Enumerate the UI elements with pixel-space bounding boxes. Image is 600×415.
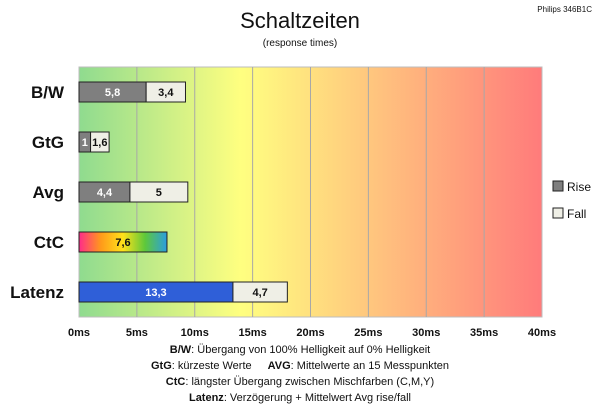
bar-fall-label: 4,7: [253, 287, 268, 299]
legend-swatch-fall: [552, 207, 564, 219]
note-latenz-key: Latenz: [189, 392, 224, 404]
x-tick-label: 10ms: [181, 327, 209, 339]
x-tick-label: 40ms: [528, 327, 556, 339]
note-gtg-text: : kürzeste Werte: [172, 360, 252, 372]
bar-rise-label: 4,4: [97, 187, 113, 199]
legend-swatch-rise: [552, 180, 564, 192]
x-tick-label: 35ms: [470, 327, 498, 339]
note-bw-key: B/W: [170, 344, 192, 356]
x-tick-label: 30ms: [412, 327, 440, 339]
bars: 5,8 3,4 1 1,6 4,4 5 7,6 13,3 4,7: [78, 81, 288, 303]
notes: B/W: Übergang von 100% Helligkeit auf 0%…: [151, 344, 449, 404]
x-tick-label: 5ms: [126, 327, 148, 339]
note-bw-text: : Übergang von 100% Helligkeit auf 0% He…: [191, 344, 430, 356]
bar-fall-label: 3,4: [158, 87, 174, 99]
note-bw: B/W: Übergang von 100% Helligkeit auf 0%…: [170, 344, 430, 356]
bar-fall: [145, 81, 186, 103]
bar-rise: [78, 231, 168, 253]
x-axis-tick-labels: 0ms 5ms 10ms 15ms 20ms 25ms 30ms 35ms 40ms: [68, 327, 556, 339]
bar-fall: [129, 181, 189, 203]
category-label: B/W: [31, 83, 65, 102]
x-tick-label: 0ms: [68, 327, 90, 339]
bar-rise-label: 7,6: [115, 237, 130, 249]
category-label: GtG: [32, 133, 64, 152]
note-ctc-text: : längster Übergang zwischen Mischfarben…: [185, 376, 434, 388]
legend-label-fall: Fall: [567, 207, 586, 221]
chart-title: Schaltzeiten: [240, 8, 360, 33]
note-gtg-key: GtG: [151, 360, 172, 372]
bar-fall: [90, 131, 110, 153]
category-label: Avg: [33, 183, 65, 202]
note-avg-key: AVG: [268, 360, 291, 372]
bar-rise-label: 1: [82, 137, 88, 149]
chart-subtitle: (response times): [263, 38, 337, 49]
grid-lines: [136, 67, 485, 317]
bar-rise-label: 5,8: [105, 87, 120, 99]
legend: Rise Fall: [552, 180, 591, 221]
category-label: CtC: [34, 233, 64, 252]
category-labels: B/W GtG Avg CtC Latenz: [10, 83, 65, 302]
x-tick-label: 15ms: [239, 327, 267, 339]
legend-label-rise: Rise: [567, 180, 591, 194]
x-tick-label: 25ms: [354, 327, 382, 339]
monitor-model-label: Philips 346B1C: [537, 5, 592, 14]
x-tick-label: 20ms: [296, 327, 324, 339]
note-gtg-avg: GtG: kürzeste Werte AVG: Mittelwerte an 1…: [151, 360, 449, 372]
note-latenz-text: : Verzögerung + Mittelwert Avg rise/fall: [224, 392, 411, 404]
note-ctc-key: CtC: [166, 376, 186, 388]
bar-fall-label: 5: [156, 187, 162, 199]
category-label: Latenz: [10, 283, 64, 302]
note-latenz: Latenz: Verzögerung + Mittelwert Avg ris…: [189, 392, 411, 404]
bar-fall-label: 1,6: [92, 137, 107, 149]
bar-rise-label: 13,3: [145, 287, 166, 299]
bar-fall: [232, 281, 288, 303]
note-ctc: CtC: längster Übergang zwischen Mischfar…: [166, 376, 434, 388]
note-avg-text: : Mittelwerte an 15 Messpunkten: [291, 360, 449, 372]
